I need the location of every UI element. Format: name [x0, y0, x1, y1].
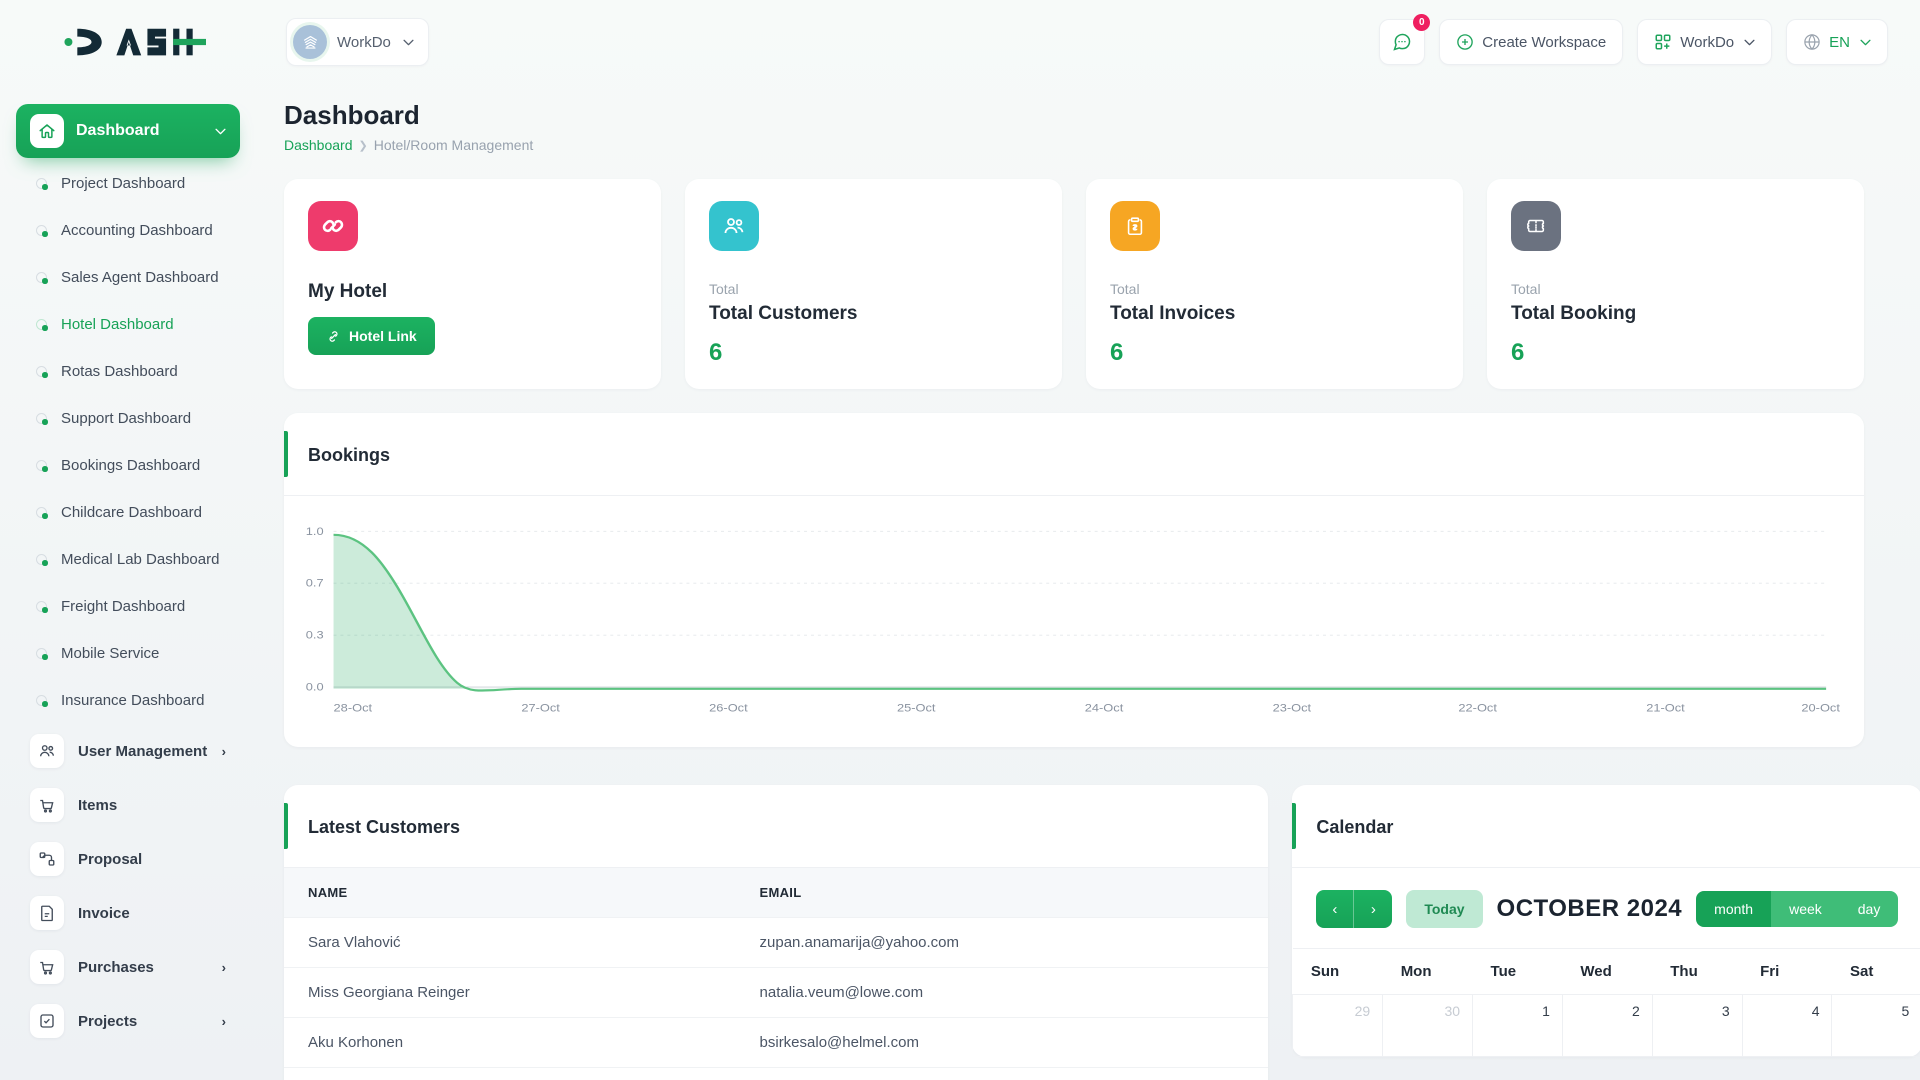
- svg-text:0.7: 0.7: [306, 576, 324, 589]
- svg-text:26-Oct: 26-Oct: [709, 701, 748, 714]
- svg-text:24-Oct: 24-Oct: [1085, 701, 1124, 714]
- svg-text:0.3: 0.3: [306, 628, 324, 641]
- svg-text:1.0: 1.0: [306, 525, 324, 538]
- svg-text:28-Oct: 28-Oct: [334, 701, 373, 714]
- svg-text:20-Oct: 20-Oct: [1801, 701, 1840, 714]
- svg-text:22-Oct: 22-Oct: [1458, 701, 1497, 714]
- svg-text:23-Oct: 23-Oct: [1273, 701, 1312, 714]
- svg-text:27-Oct: 27-Oct: [521, 701, 560, 714]
- svg-text:21-Oct: 21-Oct: [1646, 701, 1685, 714]
- svg-text:0.0: 0.0: [306, 680, 324, 693]
- svg-text:25-Oct: 25-Oct: [897, 701, 936, 714]
